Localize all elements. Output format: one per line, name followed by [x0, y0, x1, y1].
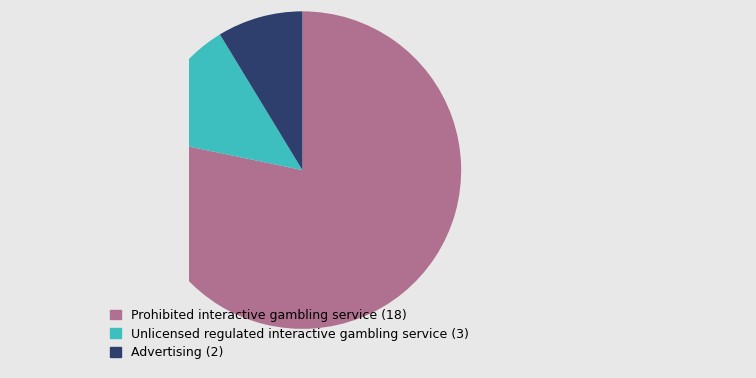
Wedge shape: [220, 11, 302, 170]
Wedge shape: [144, 11, 461, 329]
Legend: Prohibited interactive gambling service (18), Unlicensed regulated interactive g: Prohibited interactive gambling service …: [104, 304, 474, 364]
Wedge shape: [147, 34, 302, 170]
